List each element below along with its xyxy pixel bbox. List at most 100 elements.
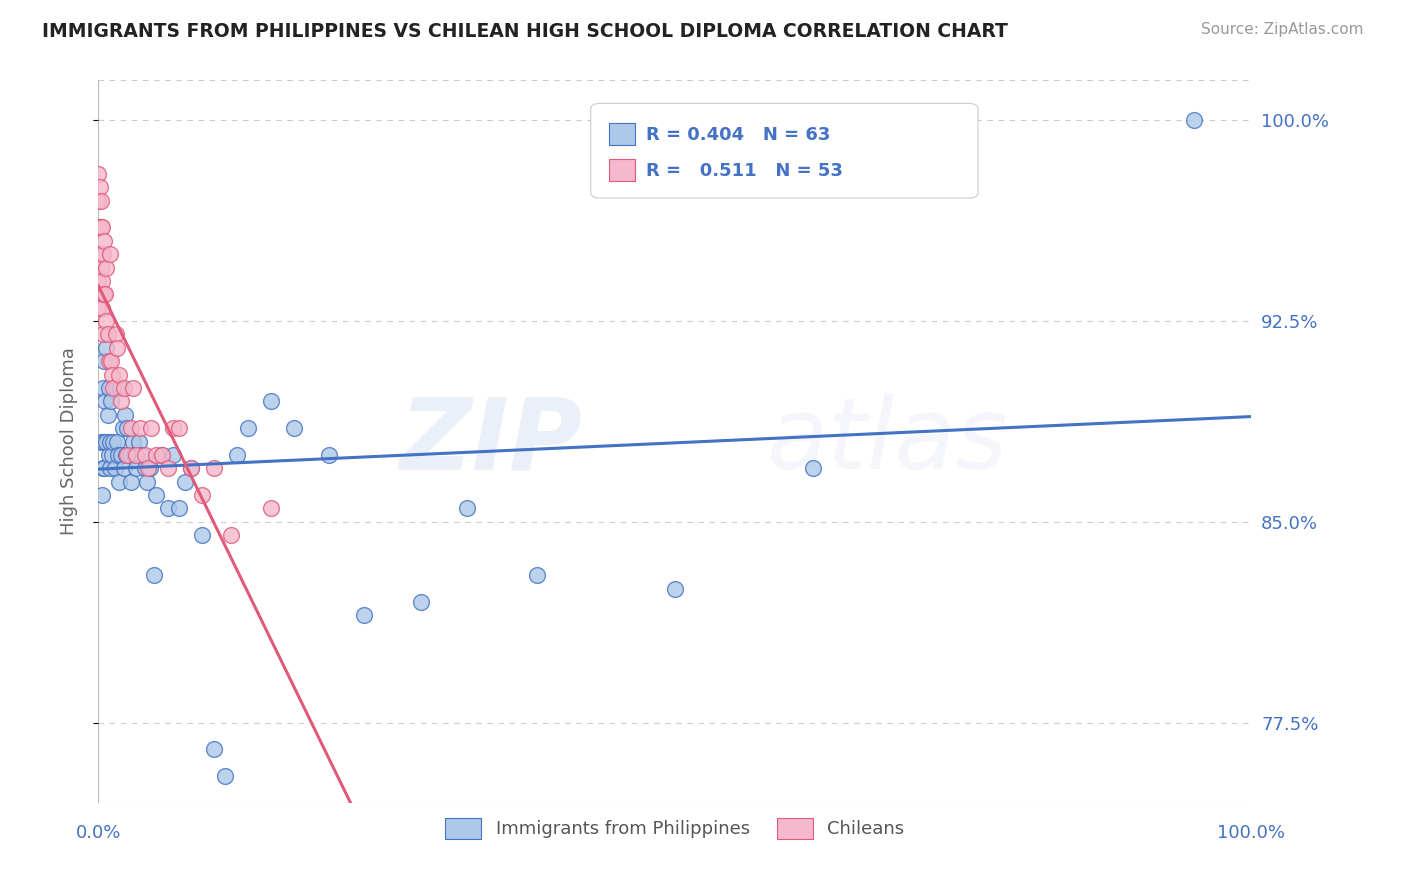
Point <box>87 274 110 288</box>
Point <box>100 354 122 368</box>
Point <box>101 368 124 382</box>
Point <box>664 582 686 596</box>
Text: Source: ZipAtlas.com: Source: ZipAtlas.com <box>1201 22 1364 37</box>
Point <box>136 461 159 475</box>
Point <box>202 461 225 475</box>
Point <box>526 568 548 582</box>
Point <box>353 608 375 623</box>
Point <box>97 408 120 422</box>
Point <box>174 475 197 489</box>
Point <box>142 568 165 582</box>
Point <box>97 381 120 395</box>
Point <box>93 234 115 248</box>
Point <box>145 488 167 502</box>
Point <box>87 220 110 235</box>
Point <box>118 448 141 462</box>
Point <box>90 301 112 315</box>
Point <box>125 448 148 462</box>
Point <box>150 448 173 462</box>
Point <box>225 448 247 462</box>
Point <box>111 421 134 435</box>
Point <box>87 247 110 261</box>
Point <box>98 247 121 261</box>
Point <box>93 287 115 301</box>
Text: ZIP: ZIP <box>399 393 582 490</box>
Point <box>122 434 145 449</box>
Point <box>91 461 114 475</box>
Point <box>94 287 117 301</box>
Point <box>129 448 152 462</box>
Point <box>122 448 145 462</box>
Point <box>93 461 115 475</box>
Point <box>96 434 118 449</box>
Point <box>214 769 236 783</box>
Point <box>156 501 179 516</box>
Point <box>238 421 260 435</box>
Point <box>129 421 152 435</box>
Point <box>103 434 125 449</box>
Point <box>91 327 114 342</box>
Point <box>91 247 114 261</box>
Point <box>1182 113 1205 128</box>
Point <box>101 448 124 462</box>
Point <box>125 461 148 475</box>
Point <box>150 448 173 462</box>
Point <box>135 475 157 489</box>
Point <box>96 341 118 355</box>
Point <box>114 408 136 422</box>
Text: atlas: atlas <box>768 393 1008 490</box>
Point <box>139 461 162 475</box>
Text: R =   0.511   N = 53: R = 0.511 N = 53 <box>647 161 844 180</box>
Point <box>103 461 125 475</box>
Point <box>104 327 127 342</box>
Point <box>100 394 122 409</box>
Point <box>191 528 214 542</box>
Point <box>134 448 156 462</box>
Point <box>120 475 142 489</box>
Text: 100.0%: 100.0% <box>1218 824 1285 842</box>
Point <box>89 247 111 261</box>
Point <box>411 595 433 609</box>
Point <box>105 434 128 449</box>
Point <box>128 434 150 449</box>
Point <box>108 475 131 489</box>
Point <box>107 448 129 462</box>
Point <box>89 180 111 194</box>
Point <box>93 434 115 449</box>
Point <box>219 528 242 542</box>
Point <box>96 260 118 275</box>
Point <box>105 341 128 355</box>
Point <box>156 461 179 475</box>
Point <box>104 381 127 395</box>
Point <box>87 167 110 181</box>
Point <box>202 742 225 756</box>
Point <box>87 194 110 208</box>
Point <box>110 381 132 395</box>
FancyBboxPatch shape <box>609 159 634 181</box>
Point <box>162 448 184 462</box>
Point <box>162 421 184 435</box>
Point <box>87 301 110 315</box>
Point <box>97 327 120 342</box>
Point <box>90 274 112 288</box>
Point <box>260 394 283 409</box>
Text: R = 0.404   N = 63: R = 0.404 N = 63 <box>647 126 831 144</box>
FancyBboxPatch shape <box>609 123 634 145</box>
Point <box>90 488 112 502</box>
Point <box>167 501 190 516</box>
Point <box>260 501 283 516</box>
Point <box>90 434 112 449</box>
FancyBboxPatch shape <box>591 103 979 198</box>
Point <box>103 381 125 395</box>
Point <box>108 368 131 382</box>
Point <box>90 220 112 235</box>
Y-axis label: High School Diploma: High School Diploma <box>59 348 77 535</box>
Point <box>801 461 824 475</box>
Point <box>94 394 117 409</box>
Text: IMMIGRANTS FROM PHILIPPINES VS CHILEAN HIGH SCHOOL DIPLOMA CORRELATION CHART: IMMIGRANTS FROM PHILIPPINES VS CHILEAN H… <box>42 22 1008 41</box>
Point <box>97 354 120 368</box>
Point <box>89 287 111 301</box>
Point <box>134 461 156 475</box>
Point <box>115 448 138 462</box>
Point <box>167 421 190 435</box>
